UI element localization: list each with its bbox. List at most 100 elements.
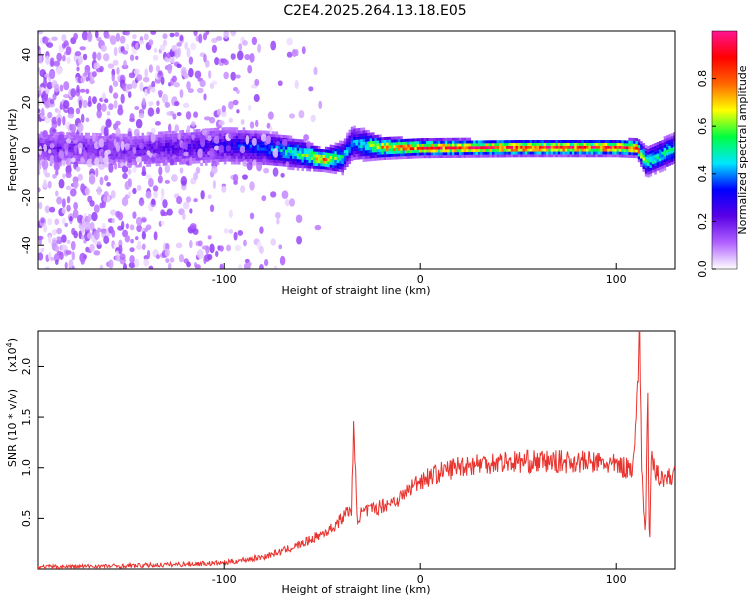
spectrogram-cell [409, 150, 413, 154]
spectrogram-cell [162, 162, 166, 166]
spectrogram-noise-cell [48, 234, 52, 244]
spectrogram-noise-cell [236, 89, 240, 95]
spectrogram-cell [654, 168, 657, 172]
spectrogram-noise-cell [127, 131, 132, 137]
spectrogram-cell [647, 171, 650, 175]
spectrogram-cell [110, 153, 114, 157]
spectrogram-cell [341, 143, 345, 147]
spectrogram-cell [440, 152, 443, 156]
spectrogram-cell [52, 134, 55, 138]
spectrogram-cell [259, 130, 262, 134]
spectrogram-noise-cell [94, 157, 100, 167]
spectrogram-cell [454, 140, 457, 144]
spectrogram-cell [186, 138, 189, 142]
spectrogram-noise-cell [38, 163, 42, 171]
spectrogram-cell [273, 137, 276, 141]
spectrogram-cell [423, 155, 427, 159]
spectrogram-cell [376, 140, 380, 144]
spectrogram-noise-cell [172, 154, 177, 159]
spectrogram-y-tick-label: 20 [20, 95, 33, 109]
spectrogram-cell [496, 148, 500, 152]
spectrogram-cell [148, 140, 152, 144]
spectrogram-cell [658, 166, 662, 170]
spectrogram-cell [470, 154, 474, 158]
spectrogram-cell [174, 144, 178, 148]
spectrogram-noise-cell [279, 255, 286, 266]
spectrogram-cell [654, 165, 657, 169]
spectrogram-cell [574, 142, 577, 146]
spectrogram-noise-cell [97, 241, 102, 246]
spectrogram-cell [388, 148, 392, 152]
spectrogram-cell [273, 139, 276, 143]
spectrogram-cell [604, 145, 608, 149]
spectrogram-cell [364, 158, 368, 162]
spectrogram-cell [143, 138, 147, 142]
spectrogram-cell [155, 134, 159, 138]
spectrogram-cell [202, 160, 206, 164]
spectrogram-noise-cell [175, 242, 183, 249]
spectrogram-cell [261, 141, 265, 145]
spectrogram-noise-cell [124, 235, 131, 243]
spectrogram-noise-cell [46, 42, 54, 48]
spectrogram-cell [633, 137, 636, 141]
spectrogram-cell [320, 148, 323, 152]
spectrogram-cell [567, 142, 570, 146]
spectrogram-noise-cell [86, 32, 93, 43]
spectrogram-cell [437, 137, 441, 141]
spectrogram-cell [303, 165, 307, 169]
spectrogram-cell [190, 155, 194, 159]
spectrogram-noise-cell [55, 66, 63, 75]
spectrogram-noise-cell [132, 211, 137, 219]
spectrogram-cell [254, 130, 257, 134]
spectrogram-noise-cell [119, 253, 126, 261]
spectrogram-cell [165, 139, 168, 143]
spectrogram-cell [663, 167, 667, 171]
spectrogram-cell [593, 140, 596, 144]
spectrogram-cell [228, 158, 232, 162]
spectrogram-cell [162, 134, 166, 138]
spectrogram-cell [87, 152, 90, 156]
spectrogram-noise-cell [82, 99, 88, 109]
spectrogram-cell [294, 138, 297, 142]
spectrogram-cell [280, 149, 283, 153]
spectrogram-cell [421, 146, 424, 150]
spectrogram-cell [310, 159, 314, 163]
spectrogram-cell [590, 151, 594, 155]
spectrogram-cell [661, 160, 664, 164]
spectrogram-cell [346, 135, 349, 139]
spectrogram-cell [313, 154, 316, 158]
spectrogram-cell [529, 142, 533, 146]
spectrogram-cell [642, 168, 646, 172]
spectrogram-cell [633, 140, 636, 144]
spectrogram-cell [296, 167, 300, 171]
spectrogram-cell [202, 157, 206, 161]
spectrogram-cell [609, 142, 613, 146]
spectrogram-cell [381, 137, 384, 141]
spectrogram-noise-cell [110, 155, 117, 161]
spectrogram-cell [172, 144, 175, 148]
spectrogram-cell [388, 156, 392, 160]
spectrogram-cell [59, 146, 62, 150]
spectrogram-cell [49, 137, 53, 141]
spectrogram-cell [553, 154, 556, 158]
spectrogram-cell [510, 154, 514, 158]
spectrogram-noise-cell [64, 148, 69, 156]
spectrogram-cell [360, 144, 363, 148]
spectrogram-cell [475, 140, 479, 144]
spectrogram-noise-cell [278, 244, 283, 250]
spectrogram-cell [134, 153, 138, 157]
spectrogram-noise-cell [113, 46, 118, 57]
spectrogram-cell [423, 149, 427, 153]
spectrogram-cell [621, 143, 624, 147]
spectrogram-cell [275, 134, 279, 138]
spectrogram-cell [160, 148, 163, 152]
spectrogram-noise-cell [135, 216, 143, 226]
spectrogram-noise-cell [42, 224, 48, 233]
spectrogram-cell [569, 154, 573, 158]
spectrogram-cell [66, 155, 69, 159]
spectrogram-cell [155, 151, 159, 155]
spectrogram-cell [444, 140, 448, 144]
spectrogram-cell [103, 136, 107, 140]
spectrogram-noise-cell [73, 230, 78, 239]
spectrogram-cell [80, 152, 83, 156]
